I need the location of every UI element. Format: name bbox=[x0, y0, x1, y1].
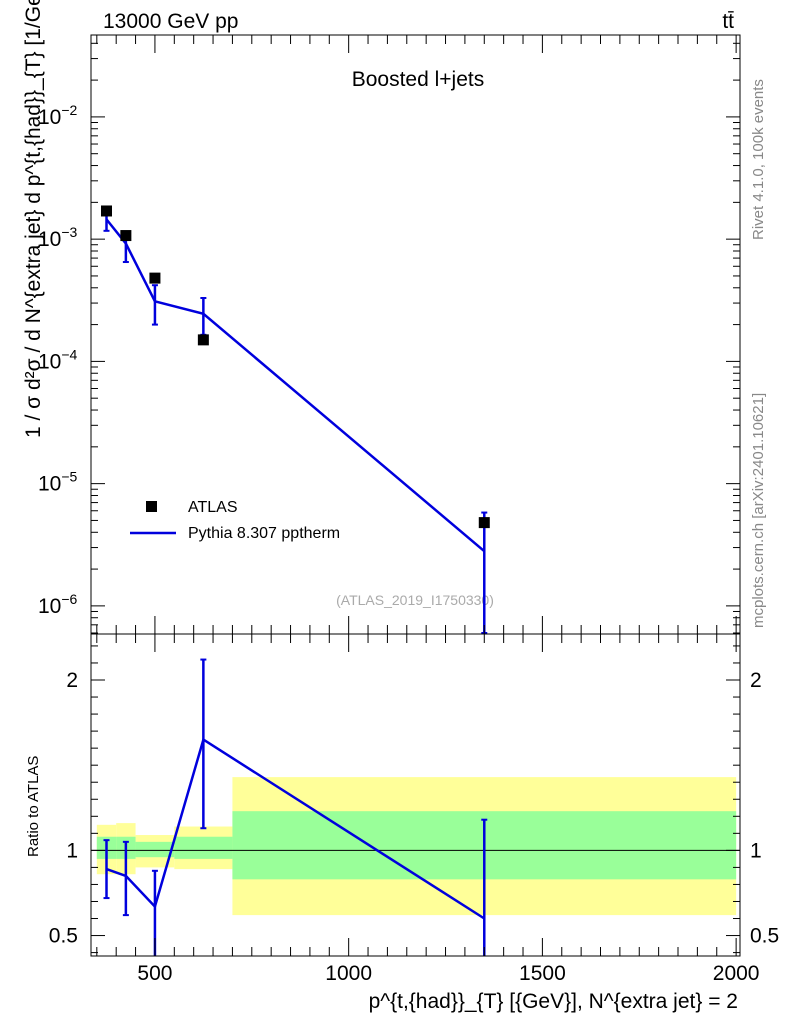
atlas-data-point bbox=[478, 517, 490, 529]
y-tick-label: 10−3 bbox=[38, 224, 78, 251]
atlas-data-point bbox=[100, 205, 112, 217]
y-tick-label: 10−2 bbox=[38, 102, 78, 129]
x-axis-label: p^{t,{had}}_{T} [{GeV}], N^{extra jet} =… bbox=[369, 990, 738, 1013]
process-label: tt̄ bbox=[722, 10, 734, 33]
atlas-data-point bbox=[149, 272, 161, 284]
analysis-watermark: (ATLAS_2019_I1750330) bbox=[336, 592, 494, 608]
y-tick-label: 10−5 bbox=[38, 469, 78, 496]
ratio-panel: 0.5 0.5 1 1 2 2 bbox=[49, 633, 779, 957]
x-tick-label: 2000 bbox=[713, 962, 760, 985]
ratio-y-tick-label-right: 1 bbox=[750, 839, 762, 862]
ratio-stat-uncertainty-band bbox=[135, 841, 175, 858]
energy-label: 13000 GeV pp bbox=[103, 10, 238, 33]
ratio-stat-uncertainty-band bbox=[174, 836, 233, 859]
plot-title: Boosted l+jets bbox=[352, 68, 485, 91]
y-tick-label: 10−4 bbox=[38, 346, 78, 373]
x-tick-label: 500 bbox=[137, 962, 172, 985]
atlas-data-point bbox=[197, 334, 209, 346]
ratio-y-axis-label: Ratio to ATLAS bbox=[25, 756, 42, 857]
x-tick-label: 1000 bbox=[325, 962, 372, 985]
rivet-version-label: Rivet 4.1.0, 100k events bbox=[750, 79, 767, 240]
ratio-panel-frame bbox=[90, 633, 741, 957]
main-panel: Boosted l+jets (ATLAS_2019_I1750330) 10−… bbox=[38, 34, 741, 635]
y-axis-label: 1 / σ d²σ / d N^{extra jet} d p^{t,{had}… bbox=[22, 0, 45, 438]
ratio-y-tick-label-right: 2 bbox=[750, 669, 762, 692]
ratio-y-tick-label-right: 0.5 bbox=[750, 925, 779, 948]
ratio-y-tick-label-left: 2 bbox=[66, 669, 78, 692]
legend-atlas-marker bbox=[146, 501, 157, 512]
legend-pythia-label: Pythia 8.307 pptherm bbox=[188, 525, 340, 542]
mcplots-label: mcplots.cern.ch [arXiv:2401.10621] bbox=[750, 393, 767, 628]
ratio-y-tick-label-left: 1 bbox=[66, 839, 78, 862]
ratio-y-tick-label-left: 0.5 bbox=[49, 925, 78, 948]
atlas-data-point bbox=[120, 230, 132, 242]
x-tick-label: 1500 bbox=[519, 962, 566, 985]
legend-atlas-label: ATLAS bbox=[188, 499, 238, 516]
y-tick-label: 10−6 bbox=[38, 591, 78, 618]
